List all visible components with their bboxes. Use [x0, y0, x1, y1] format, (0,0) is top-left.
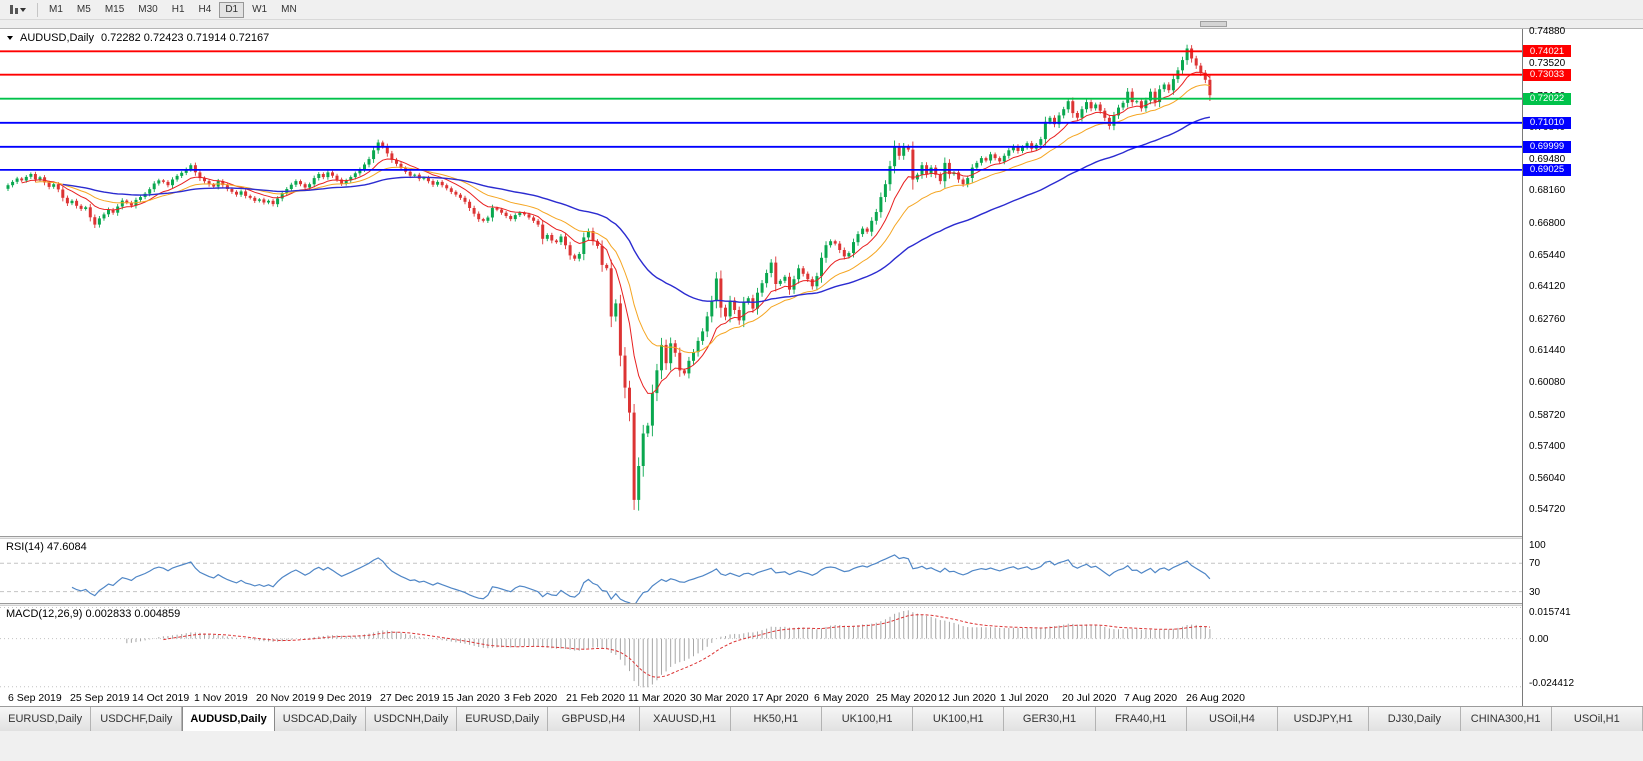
price-tick: 0.62760 — [1529, 313, 1566, 325]
chart-window: AUDUSD,Daily 0.72282 0.72423 0.71914 0.7… — [0, 25, 1643, 706]
timeframe-h4[interactable]: H4 — [198, 4, 212, 15]
pane-splitter-rsi-macd[interactable] — [0, 603, 1643, 606]
time-tick: 26 Aug 2020 — [1186, 692, 1245, 704]
chart-tab-hk50-h1[interactable]: HK50,H1 — [730, 707, 822, 731]
time-tick: 7 Aug 2020 — [1124, 692, 1178, 704]
hline-label-0.71010[interactable]: 0.71010 — [1523, 116, 1571, 129]
price-tick: 0.64120 — [1529, 281, 1566, 293]
time-tick: 1 Jul 2020 — [1000, 692, 1049, 704]
time-tick: 1 Nov 2019 — [194, 692, 248, 704]
candlestick-icon — [10, 5, 13, 14]
time-tick: 25 May 2020 — [876, 692, 937, 704]
price-tick: 0.74880 — [1529, 25, 1566, 37]
time-tick: 6 Sep 2019 — [8, 692, 62, 704]
price-tick: 0.66800 — [1529, 217, 1566, 229]
hline-label-0.69999[interactable]: 0.69999 — [1523, 140, 1571, 153]
chart-menu-icon[interactable] — [7, 36, 13, 40]
chart-tab-uk100-h1[interactable]: UK100,H1 — [821, 707, 914, 731]
price-tick: 0.69480 — [1529, 154, 1566, 166]
time-tick: 27 Dec 2019 — [380, 692, 440, 704]
timeframe-m30[interactable]: M30 — [138, 4, 158, 15]
price-scale[interactable]: 0.748800.735200.721600.708400.694800.681… — [1522, 25, 1643, 706]
time-tick: 15 Jan 2020 — [442, 692, 500, 704]
price-tick: 0.56040 — [1529, 473, 1566, 485]
price-tick: 0.57400 — [1529, 440, 1566, 452]
chart-ohlc-quote: 0.72282 0.72423 0.71914 0.72167 — [100, 32, 270, 44]
rsi-label: RSI(14) 47.6084 — [6, 541, 87, 553]
timeframe-h1[interactable]: H1 — [171, 4, 185, 15]
chart-title: AUDUSD,Daily — [20, 32, 94, 44]
chart-tab-xauusd-h1[interactable]: XAUUSD,H1 — [639, 707, 731, 731]
macd-label: MACD(12,26,9) 0.002833 0.004859 — [6, 608, 181, 620]
timeframe-m1[interactable]: M1 — [49, 4, 63, 15]
hline-label-0.74021[interactable]: 0.74021 — [1523, 45, 1571, 58]
price-tick: 0.60080 — [1529, 377, 1566, 389]
chart-tab-usdcnh-daily[interactable]: USDCNH,Daily — [365, 707, 458, 731]
price-tick: 0.68160 — [1529, 185, 1566, 197]
time-tick: 11 Mar 2020 — [628, 692, 687, 704]
time-tick: 14 Oct 2019 — [132, 692, 190, 704]
price-tick: 0.58720 — [1529, 409, 1566, 421]
time-tick: 20 Jul 2020 — [1062, 692, 1117, 704]
hline-label-0.73033[interactable]: 0.73033 — [1523, 68, 1571, 81]
chart-tab-dj30-daily[interactable]: DJ30,Daily — [1369, 707, 1461, 731]
price-tick: 0.61440 — [1529, 344, 1566, 356]
chart-tabs: EURUSD,Daily USDCHF,Daily AUDUSD,Daily USDC… — [0, 706, 1643, 731]
chart-period-dropdown-button[interactable] — [3, 2, 33, 18]
price-tick: 0.65440 — [1529, 250, 1566, 261]
timeframe-d1[interactable]: D1 — [219, 1, 245, 18]
chart-tab-china300-h1[interactable]: CHINA300,H1 — [1460, 707, 1552, 731]
time-tick: 3 Feb 2020 — [504, 692, 558, 704]
timeframe-m15[interactable]: M15 — [104, 4, 125, 15]
rsi-tick: 100 — [1529, 540, 1546, 551]
chart-tab-audusd-daily[interactable]: AUDUSD,Daily — [182, 707, 275, 731]
macd-tick: 0.015741 — [1529, 607, 1571, 618]
macd-tick: -0.024412 — [1529, 678, 1575, 689]
time-tick: 9 Dec 2019 — [318, 692, 372, 704]
pane-splitter-main-rsi[interactable] — [0, 536, 1643, 539]
rsi-tick: 30 — [1529, 586, 1541, 598]
candlestick-icon — [15, 7, 18, 14]
chart-tab-usdjpy-h1[interactable]: USDJPY,H1 — [1278, 707, 1370, 731]
time-scale[interactable]: 6 Sep 2019 25 Sep 2019 14 Oct 2019 1 Nov 20… — [0, 689, 1522, 706]
chart-tab-usdchf-daily[interactable]: USDCHF,Daily — [91, 707, 183, 731]
timeframe-m5[interactable]: M5 — [76, 4, 91, 15]
time-tick: 21 Feb 2020 — [566, 692, 625, 704]
time-tick: 25 Sep 2019 — [70, 692, 130, 704]
hline-label-0.72022[interactable]: 0.72022 — [1523, 92, 1571, 105]
chart-tab-eurusd-daily[interactable]: EURUSD,Daily — [457, 707, 549, 731]
chart-tab-eurusd-daily[interactable]: EURUSD,Daily — [0, 707, 92, 731]
time-tick: 30 Mar 2020 — [690, 692, 749, 704]
hline-label-0.69025[interactable]: 0.69025 — [1523, 163, 1571, 176]
rsi-tick: 70 — [1529, 558, 1541, 570]
time-tick: 17 Apr 2020 — [752, 692, 809, 704]
price-tick: 0.73520 — [1529, 58, 1566, 70]
timeframe-buttons: M1 M5 M15 M30 H1 H4 D1 W1 MN — [42, 0, 304, 20]
time-tick: 6 May 2020 — [814, 692, 869, 704]
timeframe-mn[interactable]: MN — [281, 4, 297, 15]
macd-tick: 0.00 — [1529, 633, 1549, 645]
time-tick: 12 Jun 2020 — [938, 692, 996, 704]
chart-tab-usdcad-daily[interactable]: USDCAD,Daily — [274, 707, 366, 731]
macd-canvas[interactable] — [0, 606, 1522, 689]
rsi-canvas[interactable] — [0, 539, 1522, 603]
time-tick: 20 Nov 2019 — [256, 692, 316, 704]
chart-title-overlay: AUDUSD,Daily 0.72282 0.72423 0.71914 0.7… — [7, 32, 269, 44]
status-strip — [0, 731, 1643, 761]
timeframes-toolbar: M1 M5 M15 M30 H1 H4 D1 W1 MN — [0, 0, 1643, 20]
price-tick: 0.54720 — [1529, 504, 1566, 516]
chart-tab-gbpusd-h4[interactable]: GBPUSD,H4 — [548, 707, 640, 731]
chart-tab-usoil-h1[interactable]: USOil,H1 — [1551, 707, 1643, 731]
timeframe-w1[interactable]: W1 — [252, 4, 268, 15]
chart-hscrollbar[interactable] — [0, 20, 1643, 29]
chart-tab-fra40-h1[interactable]: FRA40,H1 — [1095, 707, 1187, 731]
chart-tab-ger30-h1[interactable]: GER30,H1 — [1004, 707, 1096, 731]
chevron-down-icon — [20, 7, 26, 12]
toolbar-separator — [37, 2, 38, 17]
chart-tab-usoil-h4[interactable]: USOil,H4 — [1186, 707, 1279, 731]
chart-tab-uk100-h1[interactable]: UK100,H1 — [913, 707, 1005, 731]
hscrollbar-thumb[interactable] — [1200, 21, 1227, 27]
price-chart-canvas[interactable] — [0, 29, 1522, 536]
